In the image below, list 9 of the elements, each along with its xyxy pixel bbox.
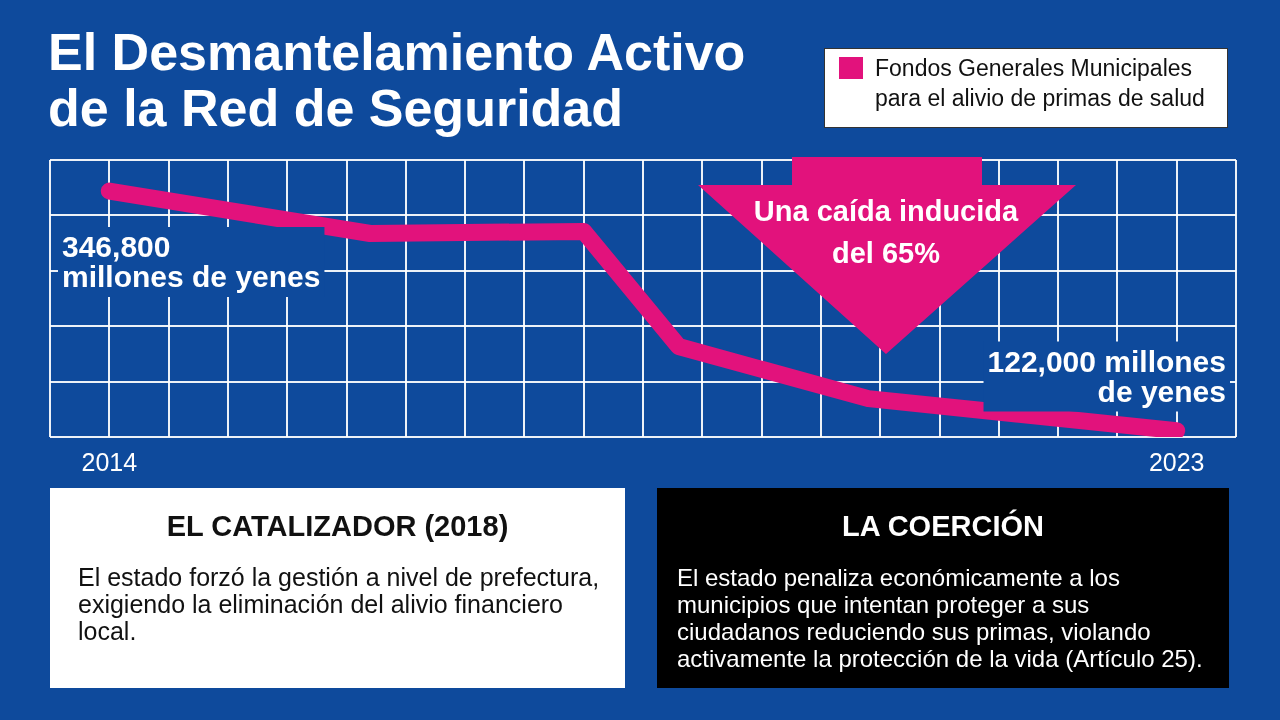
annotation: Una caída inducida del 65% — [752, 194, 1020, 271]
data-label: 122,000 millones de yenes — [987, 344, 1226, 408]
data-label: 346,800 millones de yenes — [62, 230, 321, 294]
x-tick-label: 2014 — [81, 447, 138, 476]
legend-label: Fondos Generales Municipales para el alivio de primas de salud — [875, 54, 1206, 113]
chart-title: El Desmantelamiento Activo de la Red de Seguridad — [48, 23, 747, 137]
text-card: LA COERCIÓN El estado penaliza económicamente a los municipios que intentan proteger a sus ciudadanos reduciendo sus primas, violando activamente la protección de la vida (Artículo 25). — [657, 488, 1229, 688]
text-card: EL CATALIZADOR (2018) El estado forzó la gestión a nivel de prefectura, exigiendo la eliminación del alivio financiero local. — [50, 488, 625, 688]
x-tick-label: 2023 — [1148, 447, 1205, 476]
